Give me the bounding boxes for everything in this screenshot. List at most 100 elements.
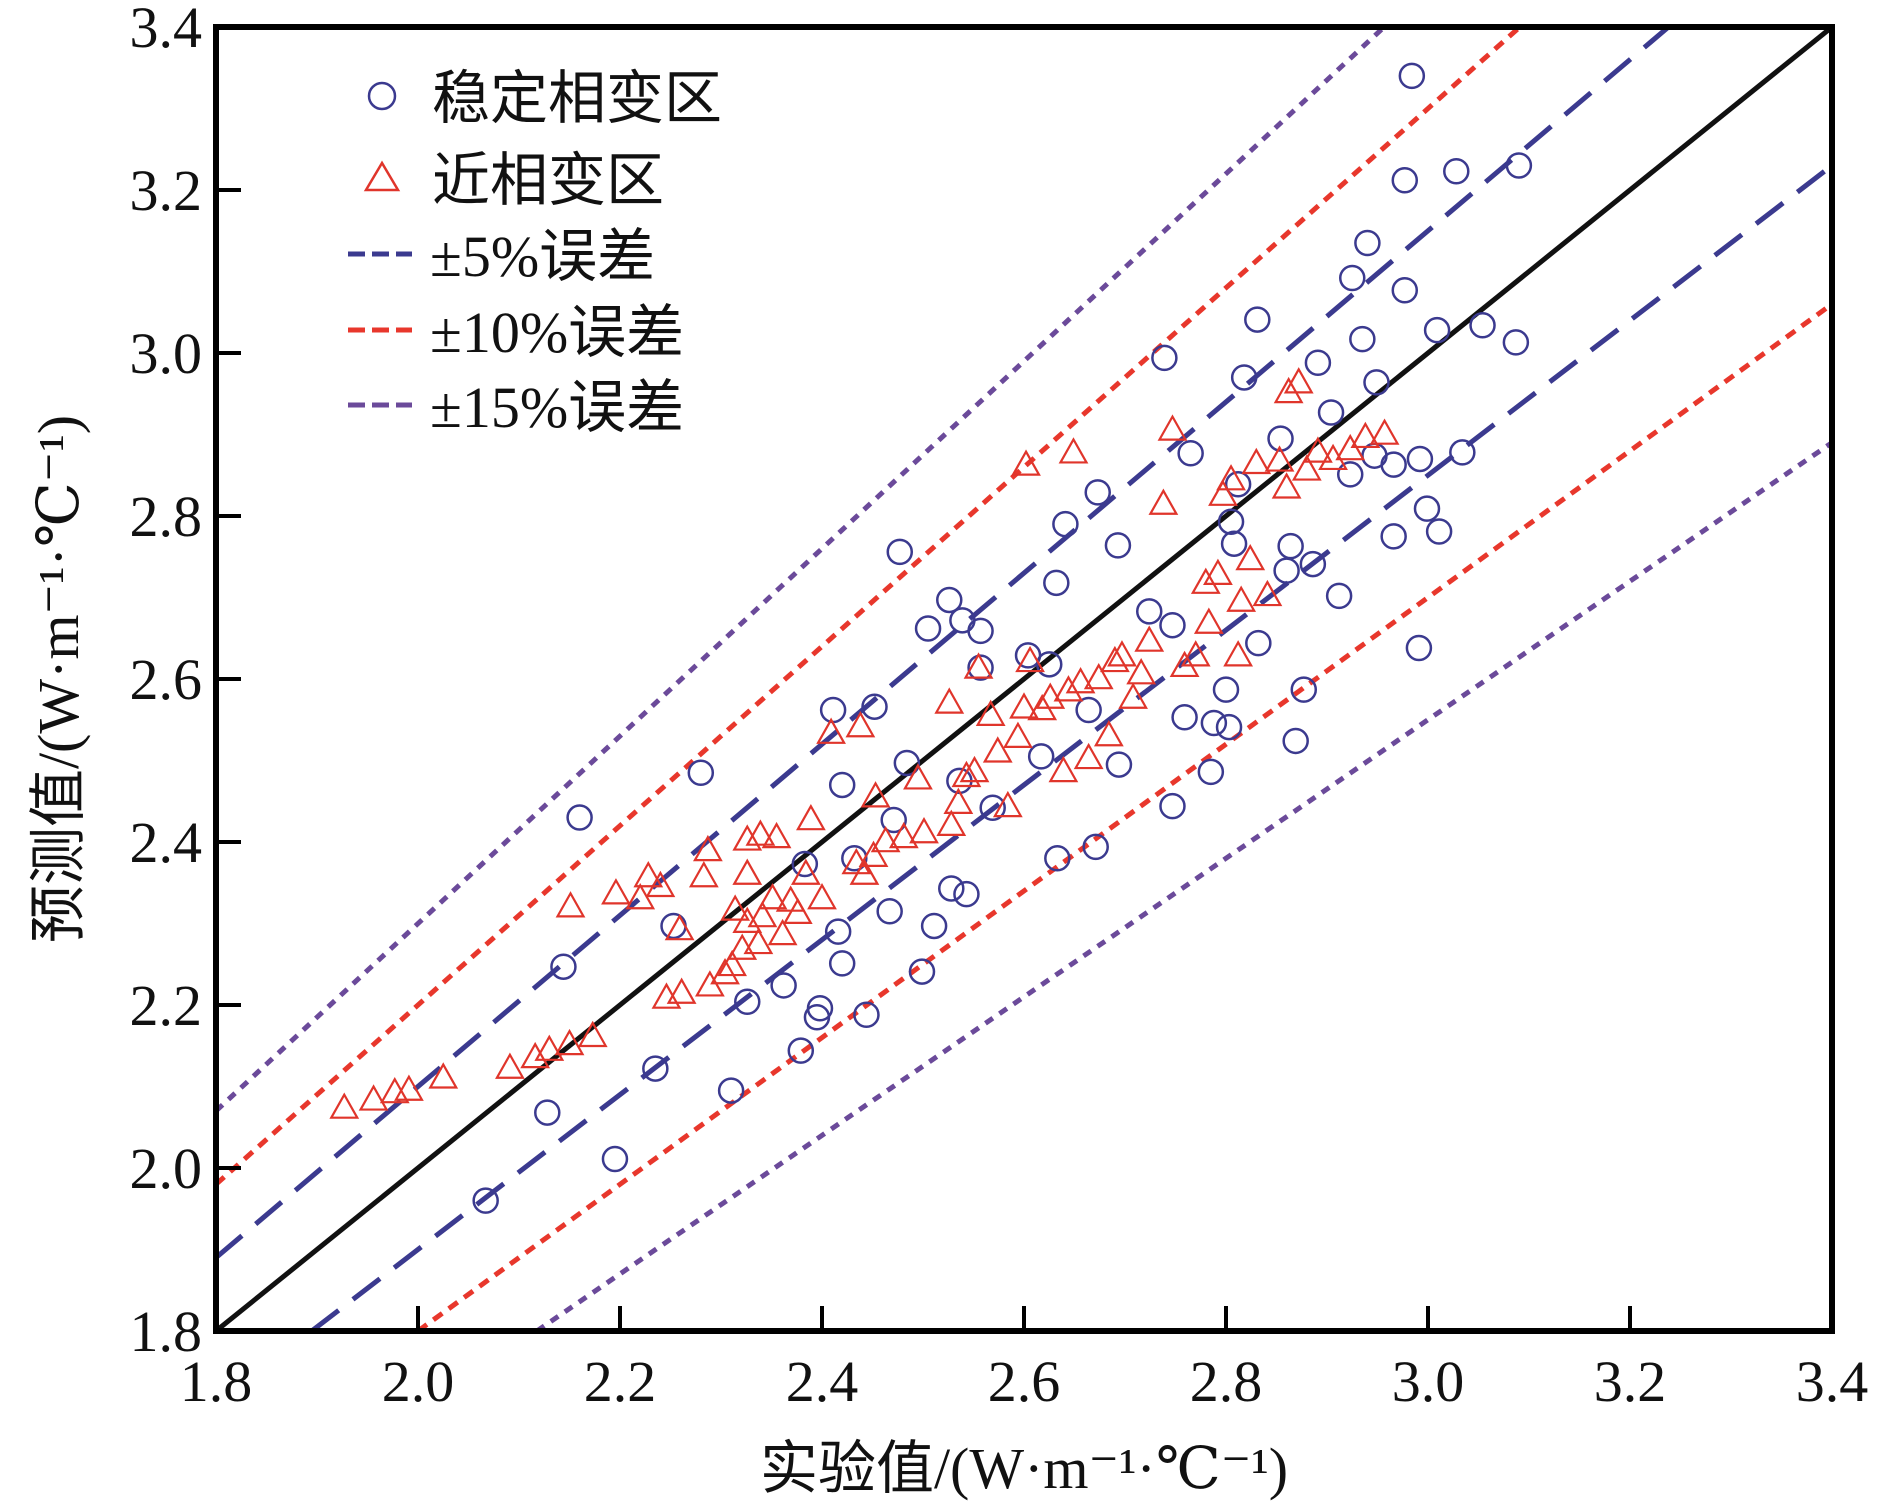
near-point [936, 809, 967, 836]
stable-point [853, 1001, 880, 1029]
x-tick-label: 3.0 [1392, 1349, 1465, 1414]
stable-point [908, 958, 936, 985]
reference-line-2-1 [416, 302, 1832, 1331]
near-point [651, 982, 682, 1009]
near-point [633, 860, 664, 888]
near-point [903, 763, 933, 790]
near-point [358, 1084, 389, 1111]
x-tick-label: 2.8 [1190, 1349, 1263, 1414]
stable-point [1406, 445, 1434, 473]
near-point [790, 858, 821, 885]
near-point [1107, 640, 1137, 667]
x-tick-label: 3.2 [1594, 1349, 1667, 1414]
y-tick-label: 1.8 [130, 1299, 203, 1364]
stable-point [1244, 306, 1271, 333]
stable-point [687, 759, 715, 786]
near-point [743, 927, 774, 955]
stable-point [1105, 751, 1133, 778]
legend-label: ±15%误差 [430, 375, 684, 440]
near-point [732, 824, 763, 851]
stable-point [806, 995, 834, 1022]
stable-point [1398, 62, 1426, 90]
reference-line-2-0 [216, 27, 1522, 1187]
stable-point [1469, 312, 1496, 339]
x-axis-title: 实验值/(W·m⁻¹·℃⁻¹) [760, 1436, 1288, 1501]
near-point [761, 821, 792, 849]
stable-point [1502, 329, 1530, 356]
near-point [1350, 421, 1381, 449]
near-point [757, 882, 788, 910]
near-point [796, 803, 826, 831]
near-point [1235, 543, 1266, 571]
near-point [1190, 567, 1221, 594]
stable-point [1277, 532, 1304, 560]
stable-point [717, 1077, 745, 1104]
axis-ticks: 1.8 2.0 2.2 2.4 2.6 2.8 3.0 3.2 3.4 1.8 2.0 2.2 2.4 2… [130, 0, 1869, 1414]
near-point [1148, 488, 1179, 515]
x-tick-label: 1.8 [180, 1349, 253, 1414]
y-tick-label: 2.2 [130, 973, 203, 1038]
near-point [860, 781, 891, 808]
stable-point [967, 617, 994, 645]
stable-point [938, 875, 965, 902]
near-point [1369, 418, 1400, 445]
stable-point [770, 972, 797, 999]
near-point [534, 1034, 565, 1061]
stable-point [1044, 845, 1071, 872]
stable-point [472, 1187, 499, 1214]
near-point [601, 878, 631, 905]
near-point [1303, 436, 1333, 463]
near-point [520, 1041, 551, 1069]
stable-point [1230, 364, 1258, 391]
y-tick-label: 2.6 [130, 647, 203, 712]
stable-point [979, 794, 1006, 822]
x-tick-label: 2.2 [584, 1349, 657, 1414]
y-tick-label: 3.2 [130, 158, 203, 223]
near-point [329, 1092, 360, 1119]
near-point [951, 760, 982, 788]
near-point [577, 1020, 608, 1048]
near-point [1193, 607, 1224, 634]
x-tick-label: 2.0 [382, 1349, 455, 1414]
stable-point [1159, 611, 1186, 639]
legend-label: ±5%误差 [430, 224, 655, 289]
near-point [870, 825, 901, 853]
near-point [1208, 479, 1238, 506]
stable-point [876, 898, 903, 925]
near-point [1015, 645, 1045, 673]
near-point [645, 870, 676, 898]
stable-point [1413, 495, 1441, 522]
stable-point [791, 850, 819, 878]
near-point [1283, 367, 1314, 394]
near-point [888, 821, 919, 849]
stable-point [1405, 634, 1433, 662]
x-tick-label: 3.4 [1796, 1349, 1869, 1414]
legend-label: ±10%误差 [430, 300, 684, 365]
stable-point [1052, 510, 1079, 538]
near-point [1134, 625, 1165, 652]
legend-triangle-icon [363, 160, 401, 192]
stable-point [1212, 676, 1240, 703]
stable-point [1224, 470, 1252, 498]
stable-point [828, 771, 856, 799]
near-point [1216, 464, 1246, 491]
stable-point [1200, 709, 1228, 737]
near-point [982, 736, 1013, 763]
near-point [710, 957, 740, 985]
stable-point [1304, 349, 1332, 377]
stable-point [1380, 451, 1407, 478]
stable-point [1282, 727, 1309, 755]
reference-line-1-1 [310, 163, 1832, 1331]
stable-point [1215, 713, 1243, 741]
stable-point [819, 696, 847, 724]
stable-point [841, 845, 868, 872]
near-point [1223, 640, 1254, 667]
stable-point [936, 586, 963, 614]
near-point [1203, 558, 1233, 585]
near-point [1226, 585, 1257, 612]
reference-line-3-0 [216, 27, 1386, 1113]
y-tick-label: 2.8 [130, 484, 203, 549]
stable-point [1380, 523, 1407, 550]
stable-point [893, 749, 921, 777]
